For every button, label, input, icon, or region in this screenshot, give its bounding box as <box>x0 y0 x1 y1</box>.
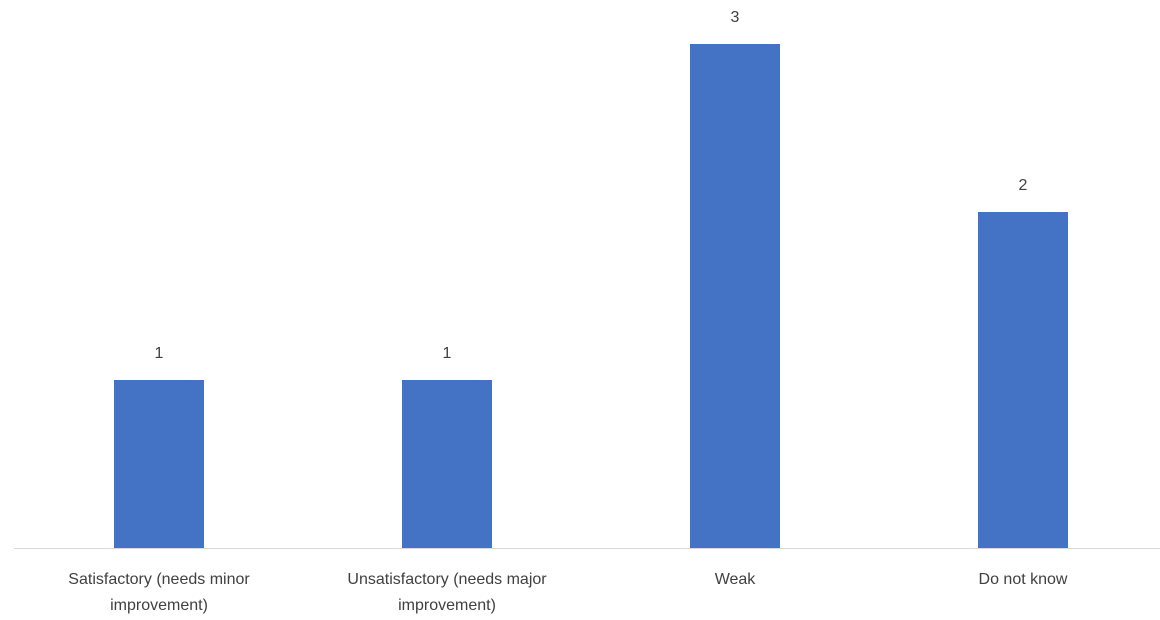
x-tick-label: Unsatisfactory (needs major improvement) <box>347 571 547 614</box>
bar <box>978 212 1068 548</box>
bar <box>114 380 204 548</box>
x-tick-label: Satisfactory (needs minor improvement) <box>68 571 250 614</box>
data-label: 1 <box>443 345 452 362</box>
data-label: 3 <box>731 9 740 26</box>
bar <box>402 380 492 548</box>
bar <box>690 44 780 548</box>
x-tick-label: Do not know <box>978 571 1068 588</box>
data-label: 2 <box>1019 177 1028 194</box>
x-tick-label: Weak <box>714 571 756 588</box>
data-label: 1 <box>155 345 164 362</box>
